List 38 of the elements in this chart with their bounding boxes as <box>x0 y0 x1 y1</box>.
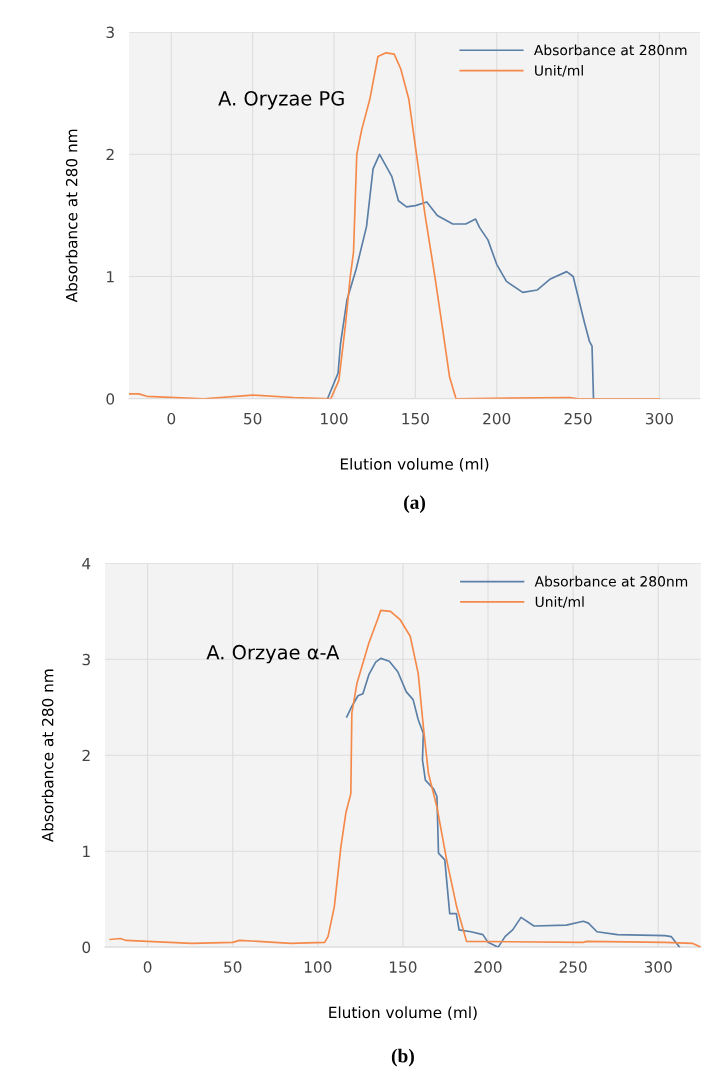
y-tick-label: 0 <box>82 941 91 954</box>
y-tick-label: 4 <box>82 558 91 570</box>
x-tick-label: 100 <box>321 412 348 425</box>
line-series <box>326 153 595 399</box>
y-axis-title: Absorbance at 280 nm <box>65 129 78 303</box>
y-tick-label: 3 <box>106 26 114 39</box>
text: (a) <box>404 495 426 513</box>
x-tick-label: 100 <box>304 961 332 973</box>
x-tick-label: 200 <box>483 412 511 425</box>
line-series <box>345 657 681 948</box>
legend-label: Absorbance at 280nm <box>533 44 687 56</box>
x-tick-label: 50 <box>244 412 262 425</box>
x-axis-title: Elution volume (ml) <box>329 1006 477 1020</box>
x-tick-label: 0 <box>167 412 176 425</box>
y-tick-label: 2 <box>82 749 90 762</box>
legend-label: Absorbance at 280nm <box>534 575 688 587</box>
text: (b) <box>391 1048 414 1067</box>
x-tick-label: 150 <box>402 412 429 425</box>
annotation: A. Oryzae PG <box>218 90 344 110</box>
x-axis-title: Elution volume (ml) <box>340 457 489 472</box>
x-tick-label: 0 <box>143 961 152 973</box>
x-tick-label: 200 <box>474 961 502 973</box>
annotation: A. Orzyae α-A <box>206 644 340 664</box>
x-tick-label: 250 <box>559 961 587 973</box>
x-tick-label: 250 <box>564 412 592 425</box>
x-tick-label: 150 <box>390 961 417 973</box>
x-tick-label: 300 <box>645 412 673 425</box>
y-tick-label: 2 <box>106 148 114 161</box>
legend-label: Unit/ml <box>535 64 583 77</box>
x-tick-label: 50 <box>224 961 242 973</box>
y-tick-label: 0 <box>106 393 115 405</box>
line-series <box>109 609 701 948</box>
x-tick-label: 300 <box>644 961 672 973</box>
y-tick-label: 1 <box>83 845 90 857</box>
y-axis-title: Absorbance at 280 nm <box>41 669 54 843</box>
legend-label: Unit/ml <box>535 596 584 609</box>
y-tick-label: 3 <box>82 653 90 666</box>
y-tick-label: 1 <box>107 271 114 283</box>
